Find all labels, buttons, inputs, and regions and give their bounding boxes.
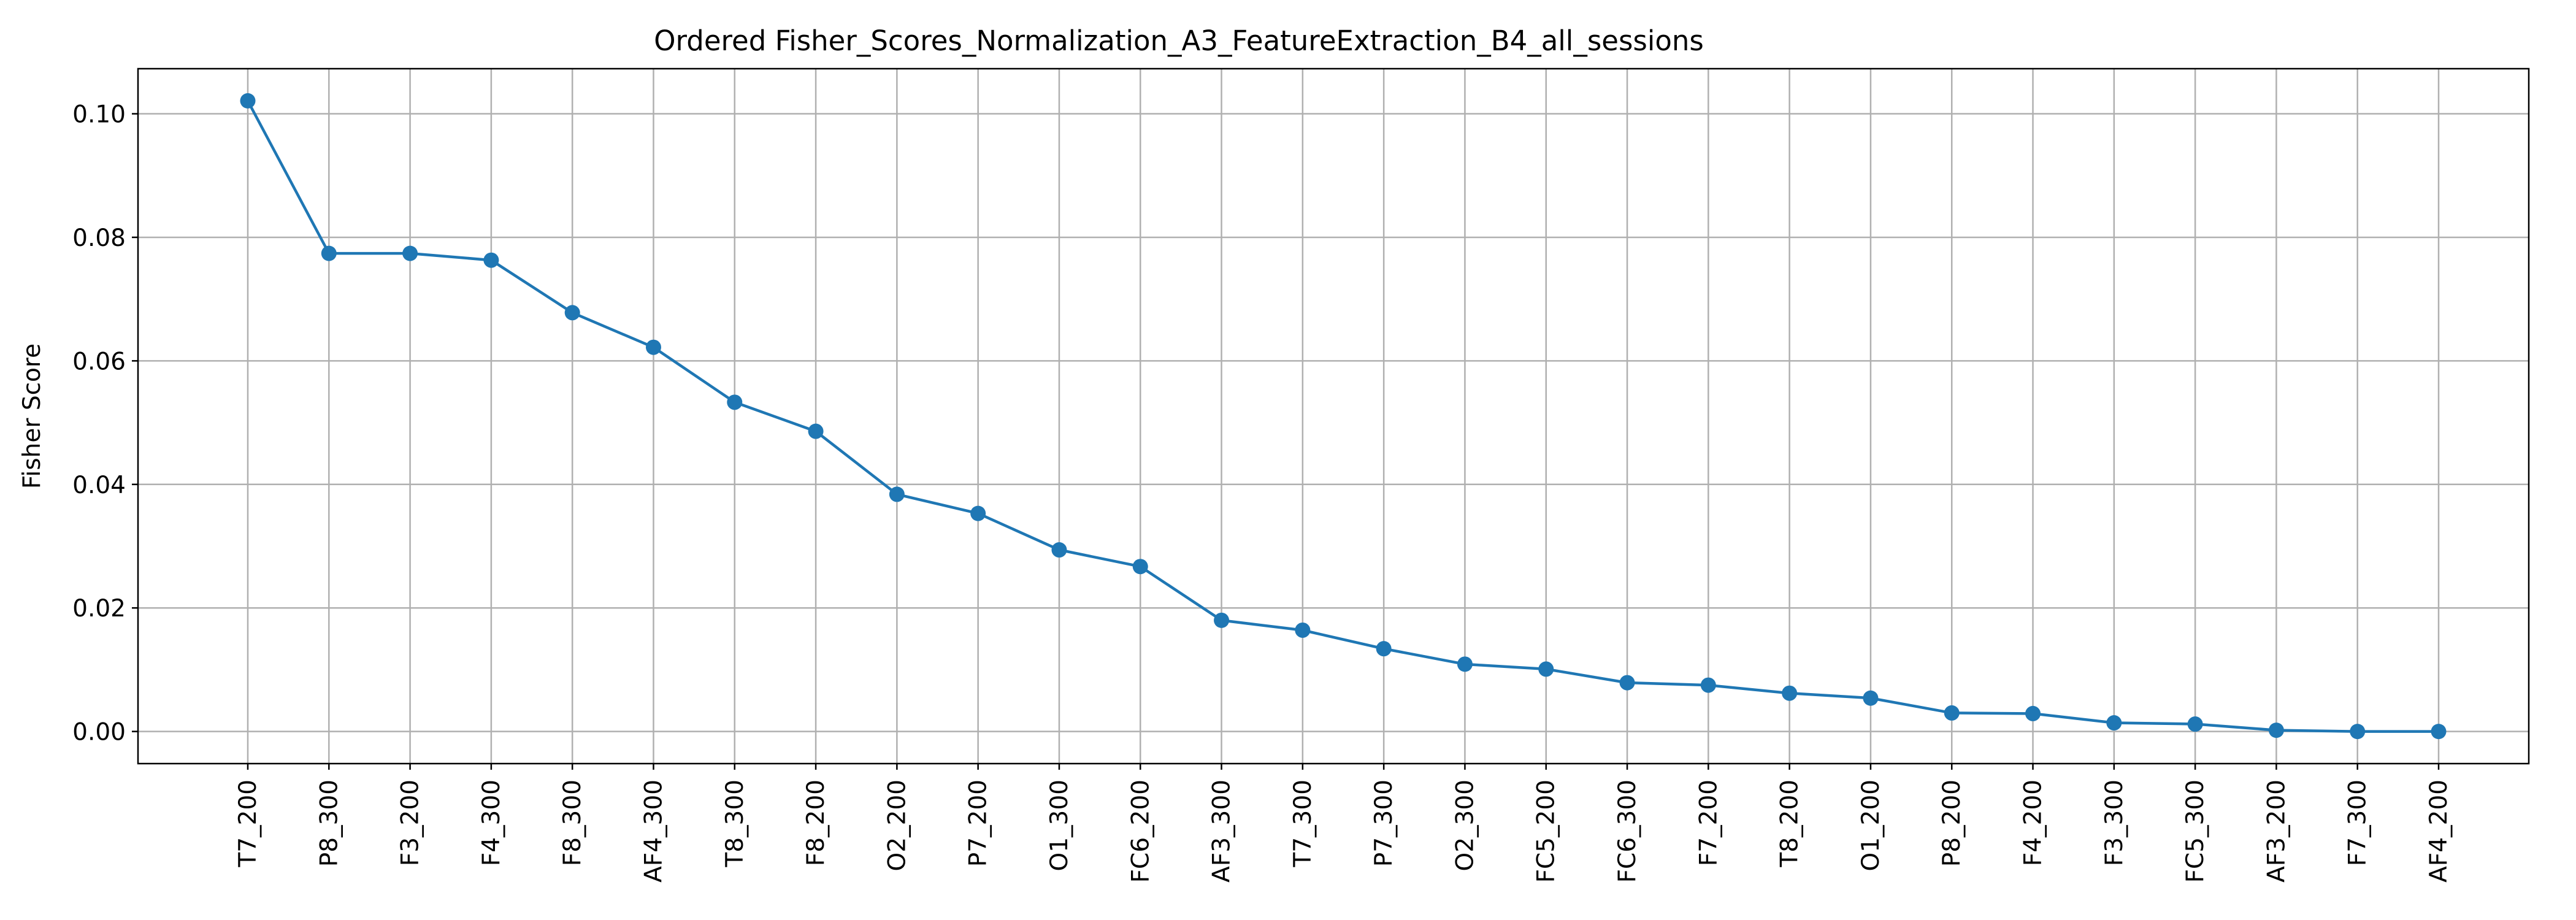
data-point: [1376, 641, 1392, 657]
y-tick-label: 0.10: [72, 101, 126, 129]
data-point: [2431, 724, 2447, 740]
x-tick-label: AF4_300: [640, 780, 667, 883]
plot-frame: [137, 67, 2530, 765]
x-tick-label: F4_200: [2020, 780, 2047, 866]
axes: [132, 67, 2530, 770]
data-point: [2187, 716, 2203, 732]
data-point: [1214, 612, 1230, 628]
data-point: [1863, 690, 1879, 706]
x-tick-label: P8_300: [315, 780, 343, 867]
x-tick-label: AF3_300: [1208, 780, 1236, 883]
grid-lines: [138, 69, 2529, 764]
x-tick-label: F7_200: [1695, 780, 1722, 866]
x-tick-label: T7_200: [234, 780, 262, 868]
data-point: [402, 245, 418, 261]
y-axis-label: Fisher Score: [18, 343, 46, 489]
x-tick-label: O2_300: [1451, 780, 1479, 871]
data-point: [1944, 705, 1960, 721]
tick-labels: T7_200 P8_300 F3_200 F4_300 F8_300 AF4_300 T8_…: [72, 101, 2453, 883]
series-layer: [240, 93, 2447, 740]
data-point: [2268, 723, 2284, 738]
x-tick-label: FC5_300: [2182, 780, 2209, 883]
x-tick-label: F3_300: [2101, 780, 2128, 866]
x-tick-label: AF4_200: [2425, 780, 2453, 883]
data-point: [483, 252, 499, 268]
data-point: [1700, 677, 1716, 693]
x-tick-label: T8_300: [721, 780, 749, 868]
data-point: [2350, 724, 2366, 740]
x-tick-label: T8_200: [1776, 780, 1804, 868]
x-tick-label: F8_200: [802, 780, 830, 866]
x-tick-label: P8_200: [1938, 780, 1966, 867]
data-point: [1295, 622, 1311, 638]
x-tick-label: P7_200: [965, 780, 992, 867]
data-point: [2025, 705, 2041, 721]
x-tick-label: FC6_200: [1127, 780, 1154, 883]
data-point: [1132, 559, 1148, 575]
x-tick-label: O2_200: [883, 780, 911, 871]
series-line: [247, 100, 2439, 733]
x-tick-label: FC6_300: [1614, 780, 1641, 883]
data-point: [808, 423, 824, 439]
data-point: [645, 339, 661, 355]
y-tick-label: 0.00: [72, 719, 126, 746]
data-point: [321, 245, 337, 261]
x-tick-label: F4_300: [478, 780, 505, 866]
data-point: [1457, 656, 1473, 672]
chart-title: Ordered Fisher_Scores_Normalization_A3_F…: [654, 25, 1704, 57]
x-tick-label: AF3_200: [2263, 780, 2290, 883]
x-tick-label: O1_200: [1857, 780, 1885, 871]
x-tick-label: FC5_200: [1533, 780, 1560, 883]
data-point: [2106, 715, 2122, 731]
x-tick-label: T7_300: [1289, 780, 1317, 868]
data-point: [970, 505, 986, 521]
data-point: [1782, 685, 1798, 701]
y-tick-label: 0.08: [72, 224, 126, 252]
data-point: [727, 394, 743, 410]
data-point: [564, 305, 580, 321]
y-tick-label: 0.04: [72, 472, 126, 499]
x-tick-label: F3_200: [397, 780, 424, 866]
x-tick-label: P7_300: [1370, 780, 1398, 867]
y-tick-label: 0.06: [72, 348, 126, 375]
data-point: [240, 93, 256, 109]
data-point: [1619, 675, 1635, 691]
data-point: [889, 486, 905, 502]
data-point: [1051, 542, 1067, 558]
x-tick-label: O1_300: [1046, 780, 1073, 871]
x-tick-label: F7_300: [2344, 780, 2372, 866]
x-tick-label: F8_300: [559, 780, 586, 866]
data-point: [1538, 661, 1554, 677]
y-tick-label: 0.02: [72, 595, 126, 623]
